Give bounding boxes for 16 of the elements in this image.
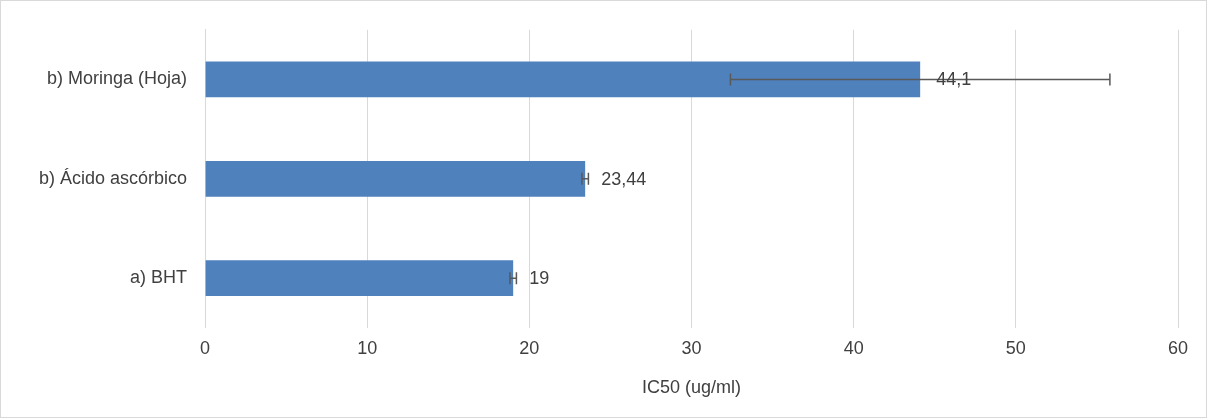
bar bbox=[205, 160, 586, 197]
bar bbox=[205, 260, 514, 297]
y-tick-label: b) Moringa (Hoja) bbox=[47, 68, 188, 89]
data-label: 19 bbox=[529, 268, 550, 289]
y-tick-label: b) Ácido ascórbico bbox=[38, 167, 188, 188]
bar bbox=[205, 61, 921, 98]
x-tick-label: 10 bbox=[357, 337, 378, 358]
x-axis-title: IC50 (ug/ml) bbox=[642, 377, 742, 398]
x-tick-label: 60 bbox=[1167, 337, 1189, 358]
y-tick-label: a) BHT bbox=[130, 267, 188, 288]
x-tick-label: 40 bbox=[843, 337, 864, 358]
data-label: 23,44 bbox=[601, 168, 647, 189]
x-tick-label: 30 bbox=[681, 337, 702, 358]
x-tick-label: 0 bbox=[200, 337, 211, 358]
x-tick-label: 50 bbox=[1005, 337, 1026, 358]
x-tick-label: 20 bbox=[519, 337, 540, 358]
